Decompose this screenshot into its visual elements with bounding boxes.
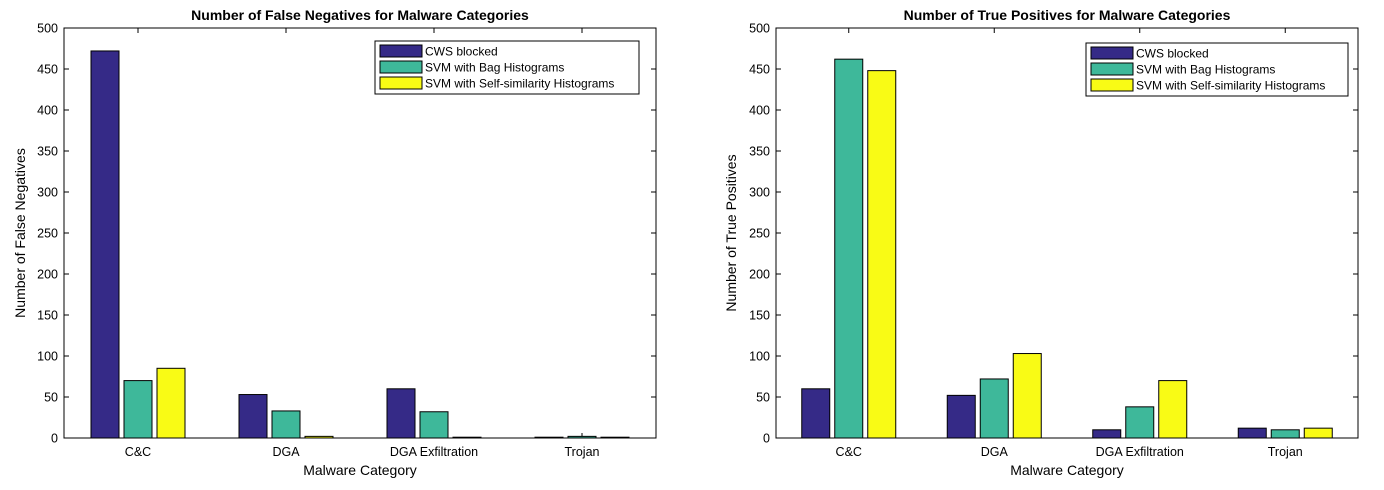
y-tick-label: 200 bbox=[749, 268, 770, 282]
bar bbox=[386, 388, 416, 439]
y-tick-label: 50 bbox=[756, 391, 770, 405]
x-tick-label: C&C bbox=[125, 445, 151, 459]
bar bbox=[600, 436, 630, 439]
y-tick-label: 400 bbox=[749, 104, 770, 118]
y-tick-label: 300 bbox=[749, 186, 770, 200]
bar bbox=[1270, 429, 1300, 439]
bar bbox=[156, 367, 186, 439]
y-tick-label: 350 bbox=[749, 145, 770, 159]
y-tick-label: 350 bbox=[37, 145, 58, 159]
x-tick-label: Trojan bbox=[1268, 445, 1303, 459]
legend-label: CWS blocked bbox=[1136, 47, 1209, 61]
y-tick-label: 0 bbox=[763, 432, 770, 446]
y-tick-label: 150 bbox=[749, 309, 770, 323]
y-tick-label: 250 bbox=[749, 227, 770, 241]
y-axis-label: Number of False Negatives bbox=[12, 148, 28, 318]
y-tick-label: 100 bbox=[37, 350, 58, 364]
legend-swatch bbox=[1090, 46, 1134, 60]
legend: CWS blocked SVM with Bag Histograms SVM wi… bbox=[374, 40, 640, 95]
bar bbox=[979, 378, 1009, 439]
legend-label: SVM with Bag Histograms bbox=[1136, 63, 1275, 77]
y-tick-label: 0 bbox=[51, 432, 58, 446]
bar bbox=[419, 411, 449, 439]
x-tick-label: DGA Exfiltration bbox=[390, 445, 478, 459]
x-tick-label: DGA bbox=[272, 445, 300, 459]
x-tick-label: C&C bbox=[836, 445, 862, 459]
y-tick-label: 450 bbox=[37, 63, 58, 77]
bar bbox=[534, 436, 564, 439]
chart-title: Number of True Positives for Malware Cat… bbox=[904, 7, 1231, 23]
bar bbox=[1012, 353, 1042, 439]
true-positives-chart: Number of True Positives for Malware Cat… bbox=[723, 7, 1359, 478]
x-axis-label: Malware Category bbox=[303, 462, 417, 478]
bar bbox=[946, 394, 976, 439]
x-axis-label: Malware Category bbox=[1010, 462, 1124, 478]
bar bbox=[1303, 427, 1333, 439]
bar bbox=[452, 436, 482, 439]
legend-swatch bbox=[379, 44, 423, 58]
y-tick-label: 450 bbox=[749, 63, 770, 77]
legend-swatch bbox=[379, 60, 423, 74]
legend-label: SVM with Self-similarity Histograms bbox=[1136, 79, 1325, 93]
y-axis-label: Number of True Positives bbox=[723, 154, 739, 311]
bar bbox=[567, 435, 597, 439]
false-negatives-chart: Number of False Negatives for Malware Ca… bbox=[12, 7, 657, 478]
legend: CWS blocked SVM with Bag Histograms SVM wi… bbox=[1085, 42, 1349, 97]
legend-swatch bbox=[1090, 78, 1134, 92]
bar bbox=[123, 380, 153, 439]
chart-title: Number of False Negatives for Malware Ca… bbox=[191, 7, 529, 23]
y-tick-label: 300 bbox=[37, 186, 58, 200]
bar bbox=[1237, 427, 1267, 439]
x-tick-label: DGA Exfiltration bbox=[1096, 445, 1184, 459]
y-tick-label: 400 bbox=[37, 104, 58, 118]
legend-label: SVM with Bag Histograms bbox=[425, 61, 564, 75]
legend-label: CWS blocked bbox=[425, 45, 498, 59]
bar bbox=[304, 435, 334, 439]
bar bbox=[1125, 406, 1155, 439]
y-tick-label: 500 bbox=[37, 22, 58, 36]
y-tick-label: 100 bbox=[749, 350, 770, 364]
y-tick-label: 500 bbox=[749, 22, 770, 36]
legend-swatch bbox=[379, 76, 423, 90]
y-tick-label: 200 bbox=[37, 268, 58, 282]
x-tick-label: Trojan bbox=[565, 445, 600, 459]
bar bbox=[271, 410, 301, 439]
bar bbox=[1158, 380, 1188, 439]
bar bbox=[834, 58, 864, 439]
x-tick-label: DGA bbox=[981, 445, 1009, 459]
bar bbox=[238, 394, 268, 439]
bar bbox=[1092, 429, 1122, 439]
y-tick-label: 150 bbox=[37, 309, 58, 323]
y-tick-label: 50 bbox=[44, 391, 58, 405]
bar bbox=[801, 388, 831, 439]
bar bbox=[90, 50, 120, 439]
legend-label: SVM with Self-similarity Histograms bbox=[425, 77, 614, 91]
legend-swatch bbox=[1090, 62, 1134, 76]
bar bbox=[867, 70, 897, 439]
y-tick-label: 250 bbox=[37, 227, 58, 241]
